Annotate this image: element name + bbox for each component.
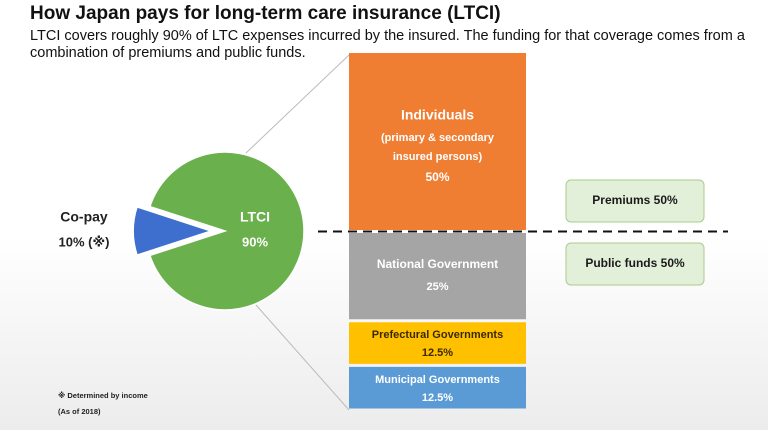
public-funds-label-box xyxy=(565,242,705,286)
label-individuals-sub1: (primary & secondary xyxy=(381,132,495,144)
value-prefectural-governments: 12.5% xyxy=(422,347,453,359)
pie-value-copay: 10% (※) xyxy=(59,234,110,249)
value-national-government: 25% xyxy=(426,281,448,293)
pie-slice-ltci xyxy=(148,151,305,311)
chart-title: How Japan pays for long-term care insura… xyxy=(30,3,501,24)
pie-label-copay: Co-pay xyxy=(60,209,108,225)
bar-segment-national-government xyxy=(349,233,526,320)
label-individuals-sub2: insured persons) xyxy=(393,151,483,163)
bar-segment-municipal-governments xyxy=(349,366,526,409)
connector-line-bottom xyxy=(255,304,350,411)
value-municipal-governments: 12.5% xyxy=(422,392,453,404)
label-municipal-governments: Municipal Governments xyxy=(375,374,500,386)
bar-segment-prefectural-governments xyxy=(349,322,526,364)
pie-slice-copay xyxy=(132,205,216,257)
premiums-label-box xyxy=(565,179,705,223)
connector-line-top xyxy=(245,54,350,154)
premiums-label: Premiums 50% xyxy=(592,193,678,207)
pie-value-ltci: 90% xyxy=(242,234,268,249)
label-prefectural-governments: Prefectural Governments xyxy=(372,329,503,341)
label-national-government: National Government xyxy=(377,257,498,271)
label-individuals: Individuals xyxy=(401,107,474,123)
footnote-income: ※ Determined by income xyxy=(58,391,148,400)
pie-label-ltci: LTCI xyxy=(240,209,270,225)
public-funds-label: Public funds 50% xyxy=(585,256,685,270)
chart-subtitle: LTCI covers roughly 90% of LTC expenses … xyxy=(30,28,745,61)
footnote-as-of: (As of 2018) xyxy=(58,407,101,416)
bar-segment-individuals xyxy=(349,53,526,230)
value-individuals: 50% xyxy=(425,170,449,184)
